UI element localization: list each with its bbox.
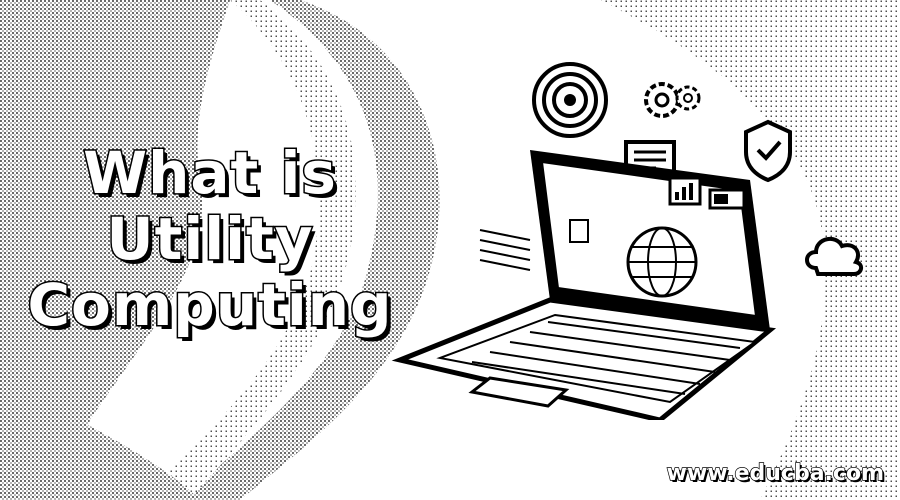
page-title: What is Utility Computing xyxy=(0,139,420,340)
target-icon xyxy=(532,62,608,138)
title-line-1: What is xyxy=(82,139,338,208)
shield-check-icon xyxy=(744,119,792,183)
globe-icon xyxy=(626,226,698,298)
laptop-icon xyxy=(391,150,777,420)
title-line-3: Computing xyxy=(26,271,393,340)
laptop-illustration xyxy=(391,62,863,420)
gears-icon xyxy=(644,82,701,118)
battery-icon xyxy=(708,188,748,210)
chart-icon xyxy=(668,176,702,206)
cloud-icon xyxy=(805,236,863,276)
title-line-2: Utility xyxy=(105,205,314,274)
watermark-url: www.educba.com xyxy=(666,460,885,486)
